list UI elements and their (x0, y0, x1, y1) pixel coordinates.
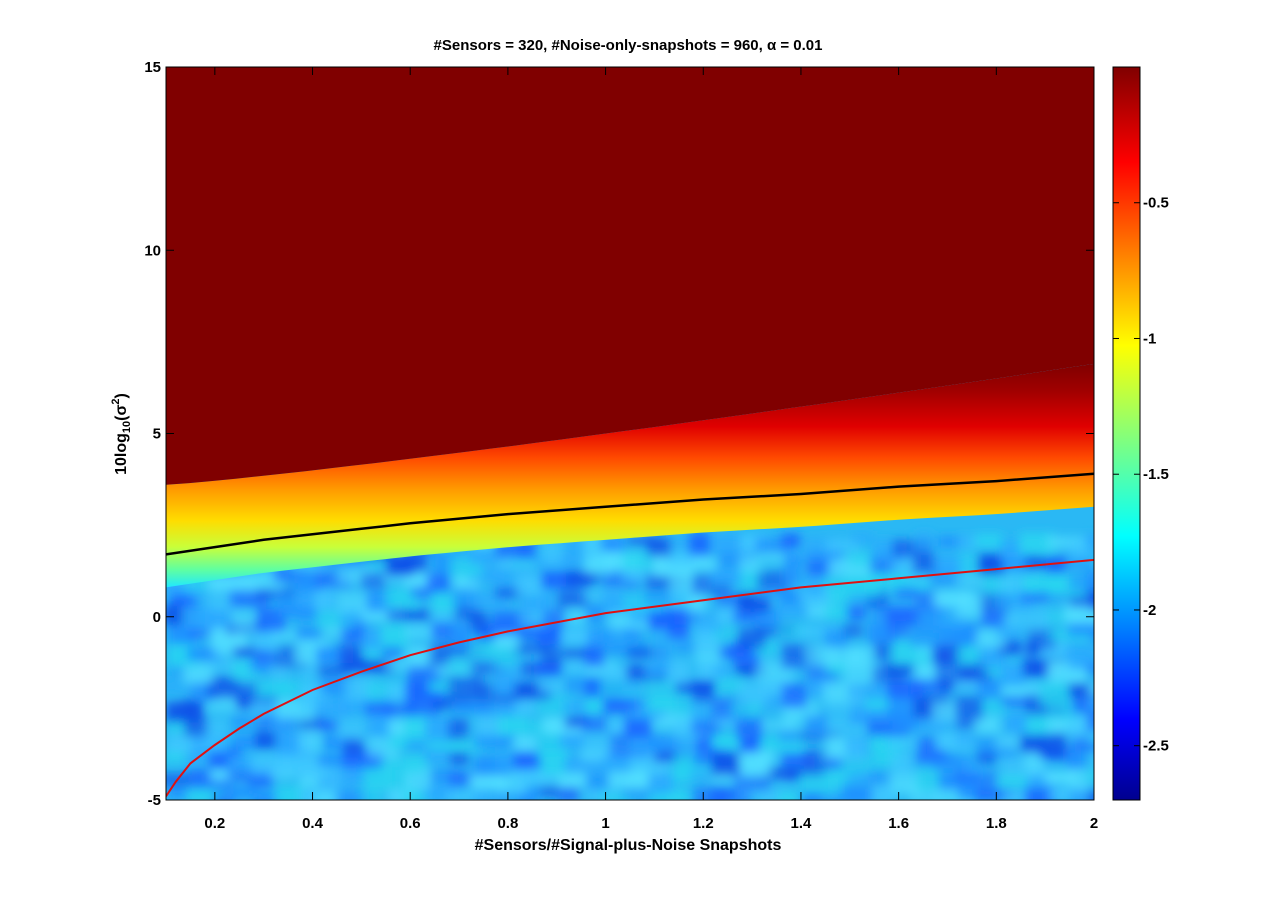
y-axis-label: 10log10(σ2) (110, 393, 133, 475)
x-tick-label: 0.6 (400, 815, 421, 832)
y-tick-label: 0 (153, 609, 161, 626)
plot-area (166, 67, 1094, 800)
x-tick-label: 1.6 (888, 815, 909, 832)
y-axis-label-base: 10log (113, 433, 130, 475)
y-axis-label-close: ) (113, 393, 130, 398)
y-tick-label: 15 (144, 59, 161, 76)
x-axis-label: #Sensors/#Signal-plus-Noise Snapshots (475, 837, 782, 854)
y-axis-label-open: (σ (113, 405, 130, 421)
threshold-curve-black (166, 472, 1094, 556)
x-tick-label: 1.2 (693, 815, 714, 832)
heatmap-noise (166, 532, 1094, 800)
colorbar: -0.5 -1 -1.5 -2 -2.5 (1112, 66, 1169, 801)
x-tick-label: 1.8 (986, 815, 1007, 832)
colorbar-gradient (1112, 66, 1141, 801)
colorbar-tick-label: -0.5 (1143, 195, 1169, 212)
x-tick-label: 1.4 (791, 815, 813, 832)
svg-text:10log10(σ2): 10log10(σ2) (110, 393, 133, 475)
threshold-curve-red (166, 558, 1094, 797)
heatmap-transition-band (166, 363, 1094, 588)
colorbar-tick-label: -2 (1143, 602, 1156, 619)
colorbar-axis: -0.5 -1 -1.5 -2 -2.5 (1113, 195, 1169, 755)
x-tick-label: 1 (601, 815, 609, 832)
colorbar-tick-label: -1 (1143, 330, 1156, 347)
colorbar-tick-label: -2.5 (1143, 738, 1169, 755)
x-tick-label: 2 (1090, 815, 1098, 832)
chart-title: #Sensors = 320, #Noise-only-snapshots = … (434, 37, 823, 54)
y-axis: -5 0 5 10 15 (144, 59, 1094, 809)
y-tick-label: 10 (144, 242, 161, 259)
x-tick-label: 0.4 (302, 815, 324, 832)
x-tick-label: 0.2 (204, 815, 225, 832)
colorbar-tick-label: -1.5 (1143, 466, 1169, 483)
y-tick-label: 5 (153, 426, 161, 443)
y-axis-label-superscript: 2 (110, 398, 122, 404)
x-tick-label: 0.8 (497, 815, 518, 832)
x-axis: 0.2 0.4 0.6 0.8 1 1.2 1.4 1.6 1.8 2 (204, 67, 1098, 832)
heatmap-saturated-region (166, 67, 1094, 485)
y-tick-label: -5 (148, 792, 161, 809)
y-axis-label-subscript: 10 (121, 421, 133, 433)
